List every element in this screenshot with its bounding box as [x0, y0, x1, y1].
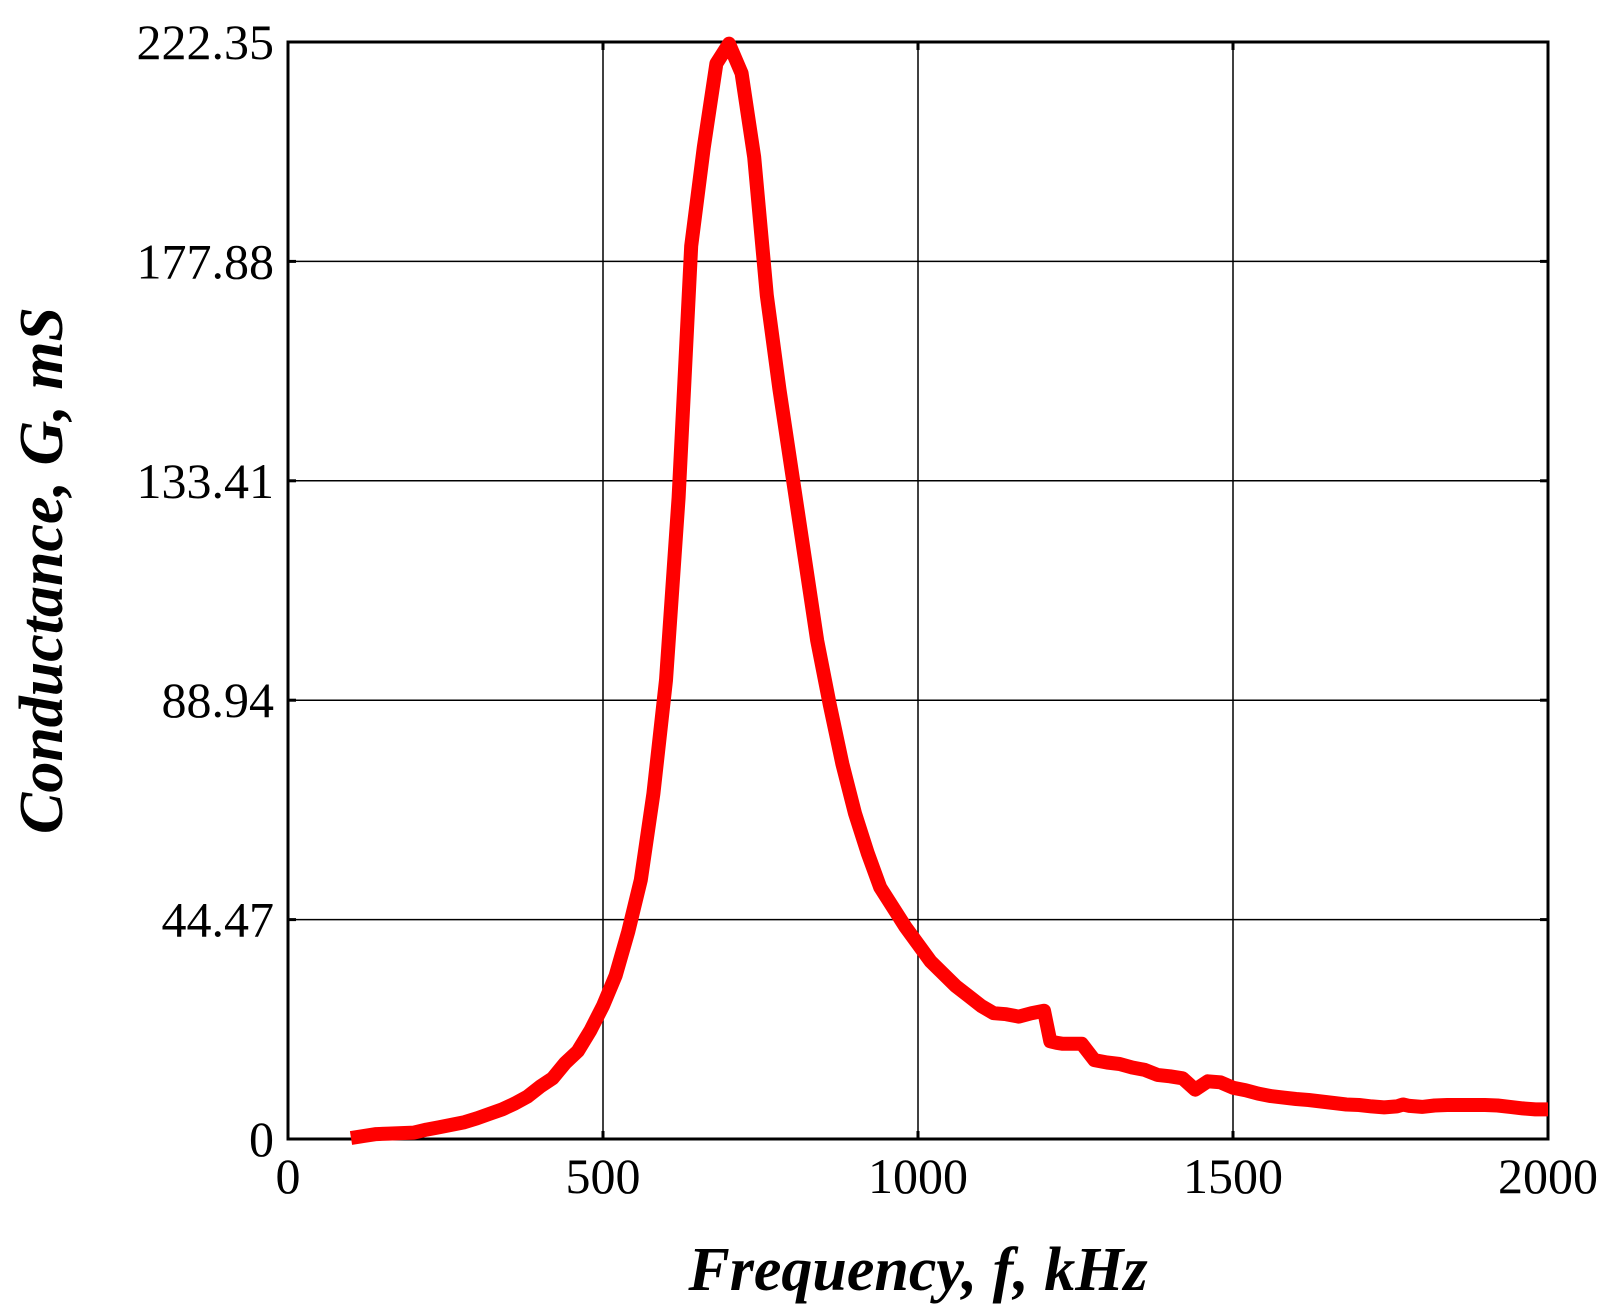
y-tick-label: 222.35	[137, 14, 275, 70]
x-tick-label: 1500	[1183, 1148, 1283, 1204]
x-tick-label: 1000	[868, 1148, 968, 1204]
series-layer	[349, 36, 1548, 1145]
x-tick-labels: 0 500 1000 1500 2000	[276, 1148, 1599, 1204]
x-tick-label: 2000	[1498, 1148, 1598, 1204]
conductance-series-line	[349, 36, 1548, 1145]
x-axis-title: Frequency, f, kHz	[687, 1236, 1147, 1304]
tick-marks	[286, 40, 1550, 1141]
x-tick-label: 0	[276, 1148, 301, 1204]
y-tick-labels: 0 44.47 88.94 133.41 177.88 222.35	[137, 14, 275, 1167]
y-tick-label: 177.88	[137, 233, 275, 289]
y-tick-label: 88.94	[162, 672, 275, 728]
y-tick-label: 44.47	[162, 892, 275, 948]
x-tick-label: 500	[566, 1148, 641, 1204]
y-axis-title: Conductance, G, mS	[8, 307, 76, 834]
grid-lines	[288, 42, 1548, 1139]
y-tick-label: 0	[249, 1111, 274, 1167]
y-tick-label: 133.41	[137, 453, 275, 509]
